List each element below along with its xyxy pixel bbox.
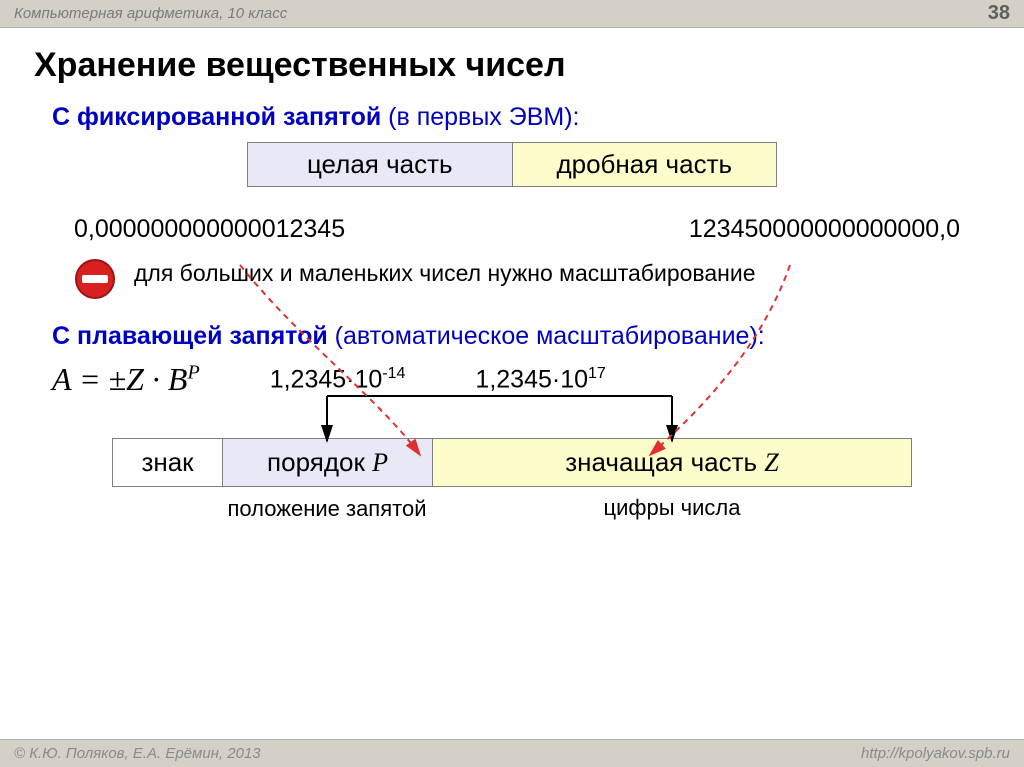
sci-notation-big: 1,2345·1017 <box>475 365 605 394</box>
formula-row: A = ±Z · BP 1,2345·10-14 1,2345·1017 <box>52 361 990 398</box>
footer-bar: © К.Ю. Поляков, Е.А. Ерёмин, 2013 http:/… <box>0 739 1024 767</box>
fixed-point-heading: С фиксированной запятой (в первых ЭВМ): <box>52 103 990 132</box>
copyright: © К.Ю. Поляков, Е.А. Ерёмин, 2013 <box>14 745 261 762</box>
connector-arrows <box>112 393 912 443</box>
course-label: Компьютерная арифметика, 10 класс <box>14 5 287 22</box>
no-entry-icon <box>74 258 116 300</box>
float-label-rest: (автоматическое масштабирование): <box>328 322 765 350</box>
floating-point-heading: С плавающей запятой (автоматическое масш… <box>52 322 990 351</box>
header-bar: Компьютерная арифметика, 10 класс 38 <box>0 0 1024 28</box>
fixed-point-table: целая часть дробная часть <box>247 142 777 187</box>
slide-content: Хранение вещественных чисел С фиксирован… <box>0 28 1024 523</box>
sublabel-exponent: положение запятой <box>222 495 432 523</box>
big-number: 123450000000000000,0 <box>689 215 960 244</box>
warning-row: для больших и маленьких чисел нужно масш… <box>74 258 990 300</box>
sublabel-mantissa: цифры числа <box>432 495 912 523</box>
footer-url: http://kpolyakov.spb.ru <box>861 745 1010 762</box>
small-number: 0,000000000000012345 <box>74 215 345 244</box>
cell-mantissa: значащая часть Z <box>433 439 911 486</box>
float-layout-table: знак порядок P значащая часть Z <box>112 438 912 487</box>
float-label-bold: С плавающей запятой <box>52 322 328 350</box>
example-numbers-row: 0,000000000000012345 123450000000000000,… <box>34 215 990 244</box>
cell-integer-part: целая часть <box>248 143 513 186</box>
float-layout-wrap: знак порядок P значащая часть Z положени… <box>112 438 912 523</box>
slide-title: Хранение вещественных чисел <box>34 46 990 85</box>
sci-notation-small: 1,2345·10-14 <box>270 365 406 394</box>
cell-exponent: порядок P <box>223 439 433 486</box>
cell-fraction-part: дробная часть <box>513 143 777 186</box>
page-number: 38 <box>988 2 1010 25</box>
fixed-label-bold: С фиксированной запятой <box>52 103 381 131</box>
warning-text: для больших и маленьких чисел нужно масш… <box>134 258 756 289</box>
sublabels-row: положение запятой цифры числа <box>112 495 912 523</box>
sublabel-blank <box>112 495 222 523</box>
formula: A = ±Z · BP <box>52 361 200 398</box>
cell-sign: знак <box>113 439 223 486</box>
fixed-label-rest: (в первых ЭВМ): <box>381 103 579 131</box>
